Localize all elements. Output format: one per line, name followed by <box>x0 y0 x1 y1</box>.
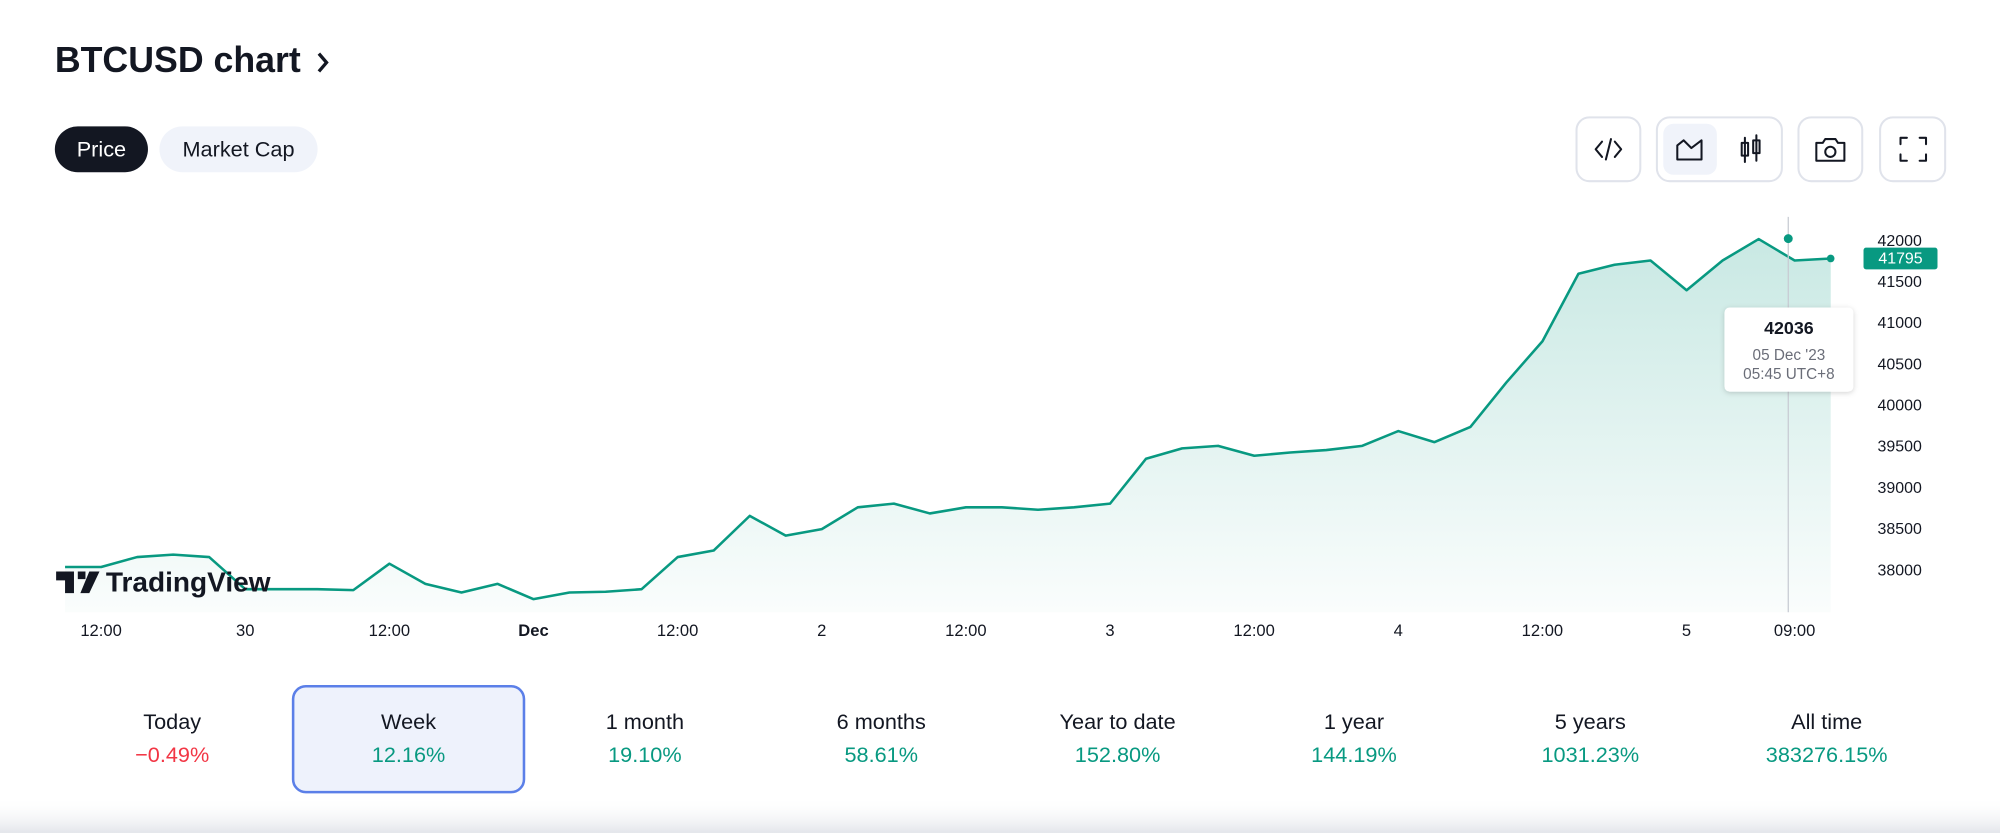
title-chevron[interactable] <box>317 52 329 73</box>
candle-style-button[interactable] <box>1723 124 1777 175</box>
period-button[interactable] <box>766 686 996 792</box>
period-change: 383276.15% <box>1766 742 1888 767</box>
tab-label: Price <box>77 136 126 161</box>
y-tick-label: 41000 <box>1878 315 1922 332</box>
x-tick-label: 5 <box>1682 621 1691 640</box>
y-tick-label: 40000 <box>1878 398 1922 415</box>
logo-text: TradingView <box>106 567 271 598</box>
x-tick-label: 4 <box>1394 621 1403 640</box>
y-tick-label: 38500 <box>1878 521 1922 538</box>
period-change: 58.61% <box>844 742 918 767</box>
x-tick-label: 2 <box>817 621 826 640</box>
period-label: All time <box>1791 709 1862 734</box>
bottom-shade <box>0 797 2000 833</box>
title: BTCUSD chart <box>55 40 301 80</box>
x-tick-label: 12:00 <box>1522 621 1564 640</box>
period-label: Today <box>143 709 201 734</box>
y-tick-label: 41500 <box>1878 274 1922 291</box>
period-change: 12.16% <box>372 742 446 767</box>
period-button[interactable] <box>57 686 287 792</box>
x-tick-label: Dec <box>518 621 548 640</box>
x-tick-label: 09:00 <box>1774 621 1816 640</box>
period-label: 1 year <box>1324 709 1384 734</box>
period-label: 6 months <box>837 709 926 734</box>
y-tick-label: 42000 <box>1878 233 1922 250</box>
period-change: 19.10% <box>608 742 682 767</box>
period-button[interactable] <box>1476 686 1706 792</box>
area-icon <box>1676 139 1703 161</box>
tooltip-value: 42036 <box>1764 318 1814 338</box>
tab-label: Market Cap <box>183 136 295 161</box>
period-button[interactable] <box>294 686 524 792</box>
period-change: 144.19% <box>1311 742 1397 767</box>
camera-lens <box>1824 145 1837 158</box>
period-label: 5 years <box>1555 709 1626 734</box>
area-fill <box>65 239 1831 613</box>
snapshot-button[interactable] <box>1797 116 1864 183</box>
x-tick-label: 30 <box>236 621 254 640</box>
tab[interactable] <box>54 126 148 173</box>
last-dot <box>1826 254 1835 263</box>
candle-body <box>1752 139 1761 155</box>
period-button[interactable] <box>530 686 760 792</box>
period-label: Year to date <box>1060 709 1176 734</box>
area-style-button[interactable] <box>1663 123 1717 175</box>
plot: 38000 38500 39000 39500 40000 40500 41000 41500… <box>65 216 1938 640</box>
embed-icon <box>1594 138 1623 161</box>
tab[interactable] <box>159 126 318 173</box>
tooltip-time: 05:45 UTC+8 <box>1743 366 1834 383</box>
x-tick-label: 12:00 <box>1233 621 1275 640</box>
price-line <box>65 237 1831 601</box>
camera-icon <box>1815 138 1846 162</box>
period-change: 1031.23% <box>1542 742 1640 767</box>
period-button[interactable] <box>1239 686 1469 792</box>
y-tick-label: 40500 <box>1878 356 1922 373</box>
y-tick-label: 38000 <box>1878 562 1922 579</box>
x-tick-label: 12:00 <box>80 621 122 640</box>
embed-button[interactable] <box>1575 116 1642 183</box>
logo: TradingView <box>56 567 271 598</box>
y-tick-label: 39500 <box>1878 439 1922 456</box>
last-price-badge <box>1863 247 1938 270</box>
fullscreen-button[interactable] <box>1879 116 1947 183</box>
chart-style-group <box>1655 116 1783 183</box>
candle-body <box>1740 141 1750 157</box>
period-selected-box <box>291 684 526 794</box>
period-change: −0.49% <box>135 742 209 767</box>
period-label: 1 month <box>606 709 684 734</box>
candle-wicks <box>1743 134 1758 164</box>
x-tick-label: 12:00 <box>369 621 411 640</box>
period-button[interactable] <box>1003 686 1233 792</box>
x-tick-label: 3 <box>1105 621 1114 640</box>
tooltip-date: 05 Dec '23 <box>1753 347 1826 364</box>
period-label: Week <box>381 709 436 734</box>
tooltip-box <box>1724 307 1854 392</box>
last-price-label: 41795 <box>1878 250 1922 267</box>
period-button[interactable] <box>1712 686 1942 792</box>
y-tick-label: 39000 <box>1878 480 1922 497</box>
x-tick-label: 12:00 <box>657 621 699 640</box>
hover-dot <box>1783 234 1793 244</box>
period-change: 152.80% <box>1075 742 1161 767</box>
logo-mark <box>56 571 100 594</box>
x-tick-label: 12:00 <box>945 621 987 640</box>
fullscreen-icon <box>1899 136 1928 162</box>
